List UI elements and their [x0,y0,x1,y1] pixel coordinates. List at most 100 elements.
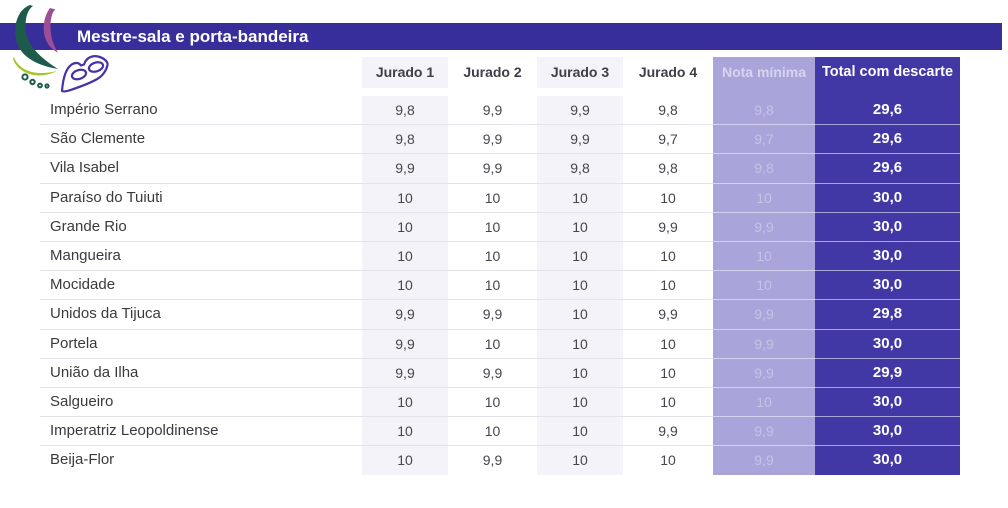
total-score-cell: 30,0 [815,183,960,213]
jurado-3-score-cell: 10 [537,358,623,388]
jurado-1-score-cell: 9,8 [362,96,448,126]
jurado-1-score-cell: 10 [362,446,448,476]
table-row: Portela 9,9 10 10 10 9,9 30,0 [40,329,960,359]
jurado-2-score-cell: 9,9 [448,359,537,388]
min-score-cell: 10 [713,271,815,301]
table-row: Vila Isabel 9,9 9,9 9,8 9,8 9,8 29,6 [40,154,960,184]
school-name-cell: Mangueira [40,242,362,272]
school-name-cell: Unidos da Tijuca [40,300,362,330]
table-row: União da Ilha 9,9 9,9 10 10 9,9 29,9 [40,358,960,388]
jurado-1-score-cell: 9,9 [362,154,448,184]
min-score-cell: 9,9 [713,417,815,447]
header-gap-row [40,88,960,96]
jurado-2-score-cell: 9,9 [448,125,537,155]
confetti-dots-icon [21,73,50,89]
jurado-4-score-cell: 9,7 [623,125,713,155]
jurado-3-score-cell: 9,9 [537,96,623,126]
carnival-logo [13,5,109,93]
jurado-1-score-cell: 10 [362,212,448,242]
school-name-cell: Império Serrano [40,96,362,126]
total-score-cell: 30,0 [815,271,960,301]
total-score-cell: 29,6 [815,96,960,126]
jurado-3-score-cell: 9,9 [537,125,623,155]
jurado-2-score-cell: 9,9 [448,154,537,184]
total-score-cell: 30,0 [815,241,960,272]
jurado-1-score-cell: 10 [362,387,448,418]
min-score-cell: 9,9 [713,212,815,242]
min-score-cell: 9,8 [713,154,815,184]
jurado-2-score-cell: 10 [448,242,537,272]
jurado-3-score-cell: 10 [537,387,623,418]
column-header-jurado-1: Jurado 1 [362,57,448,88]
total-score-cell: 30,0 [815,329,960,359]
jurado-4-score-cell: 10 [660,452,676,469]
column-header-nota-minima: Nota mínima [713,57,815,88]
jurado-4-score-cell: 9,8 [623,96,713,126]
jurado-4-score-cell: 9,9 [623,300,713,330]
school-name-cell: Vila Isabel [40,154,362,184]
total-score-cell: 29,8 [815,300,960,330]
table-row: Beija-Flor 10 9,9 10 10 9,9 30,0 [40,446,960,476]
jurado-2-score-cell: 10 [448,184,537,213]
school-name-cell: Imperatriz Leopoldinense [40,417,362,447]
min-score-cell: 9,9 [713,300,815,330]
table-row: Mocidade 10 10 10 10 10 30,0 [40,271,960,301]
school-name-cell: Salgueiro [40,388,362,418]
column-header-total-com-descarte: Total com descarte [815,57,960,88]
jurado-1-score-cell: 9,9 [362,300,448,330]
school-name-cell: Paraíso do Tuiuti [40,184,362,213]
jurado-4-score-cell: 9,9 [623,213,713,242]
jurado-3-score-cell: 10 [537,329,623,359]
school-name-cell: Grande Rio [40,213,362,242]
total-score-cell: 29,6 [815,125,960,155]
jurado-3-score-cell: 10 [537,212,623,242]
jurado-1-score-cell: 10 [362,271,448,301]
min-score-cell: 10 [713,183,815,213]
min-score-cell: 9,9 [713,446,815,476]
jurado-1-score-cell: 9,9 [362,358,448,388]
jurado-3-score-cell: 10 [537,300,623,330]
carnival-mask-icon [60,55,109,93]
jurado-2-score-cell: 10 [448,388,537,418]
jurado-4-score-cell: 10 [623,330,713,359]
page-title: Mestre-sala e porta-bandeira [77,27,309,46]
jurado-4-score-cell: 10 [623,359,713,388]
total-score-cell: 30,0 [815,446,960,476]
min-score-cell: 9,9 [713,329,815,359]
jurado-4-score-cell: 9,9 [623,417,713,447]
school-name-cell: São Clemente [40,125,362,155]
jurado-3-score-cell: 10 [537,241,623,272]
jurado-2-score-cell: 9,9 [482,452,503,469]
total-score-cell: 30,0 [815,212,960,242]
total-score-cell: 29,9 [815,358,960,388]
table-row: Unidos da Tijuca 9,9 9,9 10 9,9 9,9 29,8 [40,300,960,330]
school-name-cell: União da Ilha [40,359,362,388]
total-score-cell: 29,6 [815,154,960,184]
total-score-cell: 30,0 [815,387,960,418]
column-header-jurado-2: Jurado 2 [463,64,522,80]
jurado-2-score-cell: 10 [448,330,537,359]
jurado-4-score-cell: 10 [623,184,713,213]
school-name-cell: Mocidade [40,271,362,301]
jurado-2-score-cell: 10 [448,271,537,301]
min-score-cell: 10 [713,387,815,418]
column-header-jurado-3: Jurado 3 [537,57,623,88]
jurado-1-score-cell: 9,8 [362,125,448,155]
jurado-3-score-cell: 10 [537,417,623,447]
scores-table: Jurado 1 Jurado 2 Jurado 3 Jurado 4 Nota… [40,57,960,476]
school-name-cell: Beija-Flor [50,451,115,469]
jurado-1-score-cell: 9,9 [362,329,448,359]
jurado-4-score-cell: 10 [623,242,713,272]
jurado-2-score-cell: 10 [448,213,537,242]
table-row: São Clemente 9,8 9,9 9,9 9,7 9,7 29,6 [40,125,960,155]
column-header-jurado-4: Jurado 4 [638,64,698,80]
carnival-streamers-icon [13,5,58,76]
jurado-1-score-cell: 10 [362,241,448,272]
jurado-4-score-cell: 10 [623,271,713,301]
table-row: Salgueiro 10 10 10 10 10 30,0 [40,387,960,418]
jurado-2-score-cell: 10 [448,417,537,447]
jurado-2-score-cell: 9,9 [448,96,537,126]
jurado-3-score-cell: 9,8 [537,154,623,184]
table-body: Império Serrano 9,8 9,9 9,9 9,8 9,8 29,6… [40,96,960,476]
min-score-cell: 9,7 [713,125,815,155]
